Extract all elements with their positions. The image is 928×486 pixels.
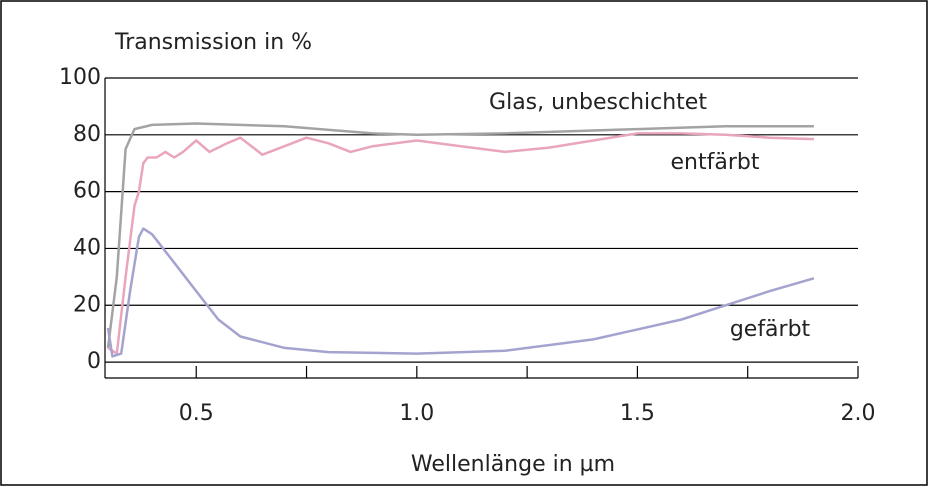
y-tick-label: 60 (73, 179, 101, 204)
y-tick-label: 100 (59, 65, 101, 90)
series-line (106, 122, 814, 349)
x-axis-label: Wellenlänge in µm (411, 452, 615, 477)
series-label: Glas, unbeschichtet (489, 90, 707, 115)
x-tick-label: 1.0 (399, 401, 434, 426)
y-tick-label: 40 (73, 235, 101, 260)
y-tick-label: 20 (73, 292, 101, 317)
y-tick-label: 80 (73, 122, 101, 147)
series-label: entfärbt (671, 150, 760, 175)
x-tick-label: 1.5 (620, 401, 655, 426)
series-label: gefärbt (730, 317, 811, 342)
chart-title: Transmission in % (114, 30, 312, 55)
x-tick-label: 2.0 (841, 401, 876, 426)
series-line (106, 227, 815, 358)
y-tick-label: 0 (87, 349, 101, 374)
x-tick-label: 0.5 (179, 401, 214, 426)
series-line (107, 132, 814, 355)
